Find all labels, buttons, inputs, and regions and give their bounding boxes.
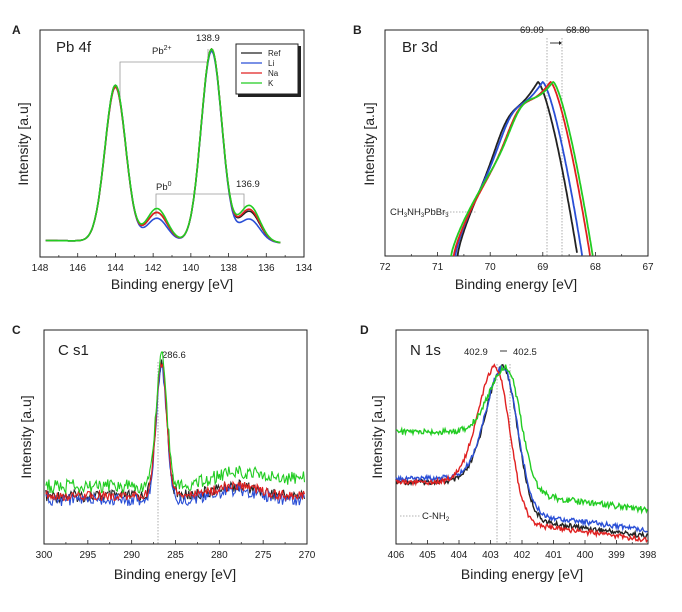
series-k-line	[450, 80, 594, 257]
x-tick-label: 399	[608, 550, 625, 561]
d-group-label: C-NH2	[422, 511, 450, 523]
x-tick-label: 144	[107, 263, 124, 274]
panel-b-title: Br 3d	[402, 39, 438, 56]
b-label-69-09: 69.09	[520, 25, 544, 36]
panel-c-frame	[43, 329, 308, 545]
legend-label: Li	[268, 59, 274, 68]
pb2-bracket	[119, 49, 209, 103]
x-tick-label: 71	[432, 262, 444, 273]
panel-c-title: C s1	[58, 342, 89, 359]
x-tick-label: 138	[220, 263, 237, 274]
series-k-line	[45, 351, 306, 495]
x-tick-label: 285	[167, 550, 184, 561]
x-tick-label: 146	[69, 263, 86, 274]
x-tick-label: 136	[258, 263, 275, 274]
d-label-402-5: 402.5	[513, 347, 537, 358]
legend-label: Ref	[268, 49, 281, 58]
peak-136-9-label: 136.9	[236, 179, 260, 190]
series-na-line	[395, 363, 648, 544]
panel-d-letter: D	[360, 323, 369, 337]
x-tick-label: 275	[255, 550, 272, 561]
x-tick-label: 270	[299, 550, 316, 561]
b-shift-arrowhead	[559, 41, 562, 45]
panel-d-xlabel: Binding energy [eV]	[461, 566, 583, 582]
x-tick-label: 134	[296, 263, 313, 274]
x-tick-label: 142	[145, 263, 162, 274]
panel-d-curves	[395, 363, 649, 544]
series-k-line	[395, 364, 649, 515]
x-tick-label: 148	[32, 263, 49, 274]
x-tick-label: 300	[36, 550, 53, 561]
x-tick-label: 72	[379, 262, 391, 273]
pb0-label: Pb0	[156, 181, 172, 193]
series-na-line	[452, 80, 591, 257]
x-tick-label: 403	[482, 550, 499, 561]
panel-a-ylabel: Intensity [a.u]	[15, 102, 31, 185]
x-tick-label: 401	[545, 550, 562, 561]
panel-b-letter: B	[353, 23, 362, 37]
x-tick-label: 406	[388, 550, 405, 561]
d-label-402-9: 402.9	[464, 347, 488, 358]
legend-label: Na	[268, 69, 279, 78]
panel-a-xlabel: Binding energy [eV]	[111, 276, 233, 292]
b-label-68-80: 68.80	[566, 25, 590, 36]
x-tick-label: 280	[211, 550, 228, 561]
x-tick-label: 140	[183, 263, 200, 274]
x-tick-label: 402	[514, 550, 531, 561]
panel-a-title: Pb 4f	[56, 39, 92, 56]
x-tick-label: 70	[485, 262, 497, 273]
panel-b-frame	[384, 29, 649, 257]
panel-b-x-ticks: 72 71 70 69 68 67	[379, 252, 654, 273]
series-k-line	[45, 48, 281, 244]
x-tick-label: 69	[537, 262, 549, 273]
x-tick-label: 68	[590, 262, 602, 273]
peak-138-9-label: 138.9	[196, 33, 220, 44]
panel-c-ylabel: Intensity [a.u]	[18, 395, 34, 478]
x-tick-label: 405	[419, 550, 436, 561]
legend-label: K	[268, 79, 274, 88]
panel-d-title: N 1s	[410, 342, 441, 359]
c-label-286-6: 286.6	[162, 350, 186, 361]
panel-a-curves	[45, 48, 281, 244]
x-tick-label: 295	[79, 550, 96, 561]
panel-b-ylabel: Intensity [a.u]	[361, 102, 377, 185]
x-tick-label: 400	[577, 550, 594, 561]
x-tick-label: 67	[642, 262, 654, 273]
panel-c-curves	[45, 351, 306, 507]
pb0-bracket	[155, 193, 245, 216]
panel-d-ylabel: Intensity [a.u]	[369, 395, 385, 478]
x-tick-label: 404	[451, 550, 468, 561]
panel-d-x-ticks: 406 405 404 403 402 401 400 399 398	[388, 540, 657, 561]
panel-b: B Br 3d 72 71 70 69 68 67 Binding energy [eV]…	[353, 23, 654, 292]
series-na-line	[45, 362, 306, 502]
panel-a-letter: A	[12, 23, 21, 37]
panel-c: C C s1 300 295 290 285 280 275 270 Binding ene…	[12, 323, 316, 582]
pb2-label: Pb2+	[152, 45, 172, 57]
x-tick-label: 398	[640, 550, 657, 561]
panel-c-xlabel: Binding energy [eV]	[114, 566, 236, 582]
panel-b-xlabel: Binding energy [eV]	[455, 276, 577, 292]
panel-d: D N 1s 406 405 404 403 402 401 400 399 398 Bindi…	[360, 323, 657, 582]
x-tick-label: 290	[123, 550, 140, 561]
panel-c-letter: C	[12, 323, 21, 337]
b-compound-label: CH3NH3PbBr3	[390, 207, 449, 219]
panel-a-x-ticks: 148 146 144 142 140 138 136 134	[32, 253, 313, 274]
panel-b-curves	[450, 80, 594, 257]
panel-c-x-ticks: 300 295 290 285 280 275 270	[36, 540, 316, 561]
panel-a: A Pb 4f 148 146 144 142 140 138 136 134 Binding…	[12, 23, 313, 292]
